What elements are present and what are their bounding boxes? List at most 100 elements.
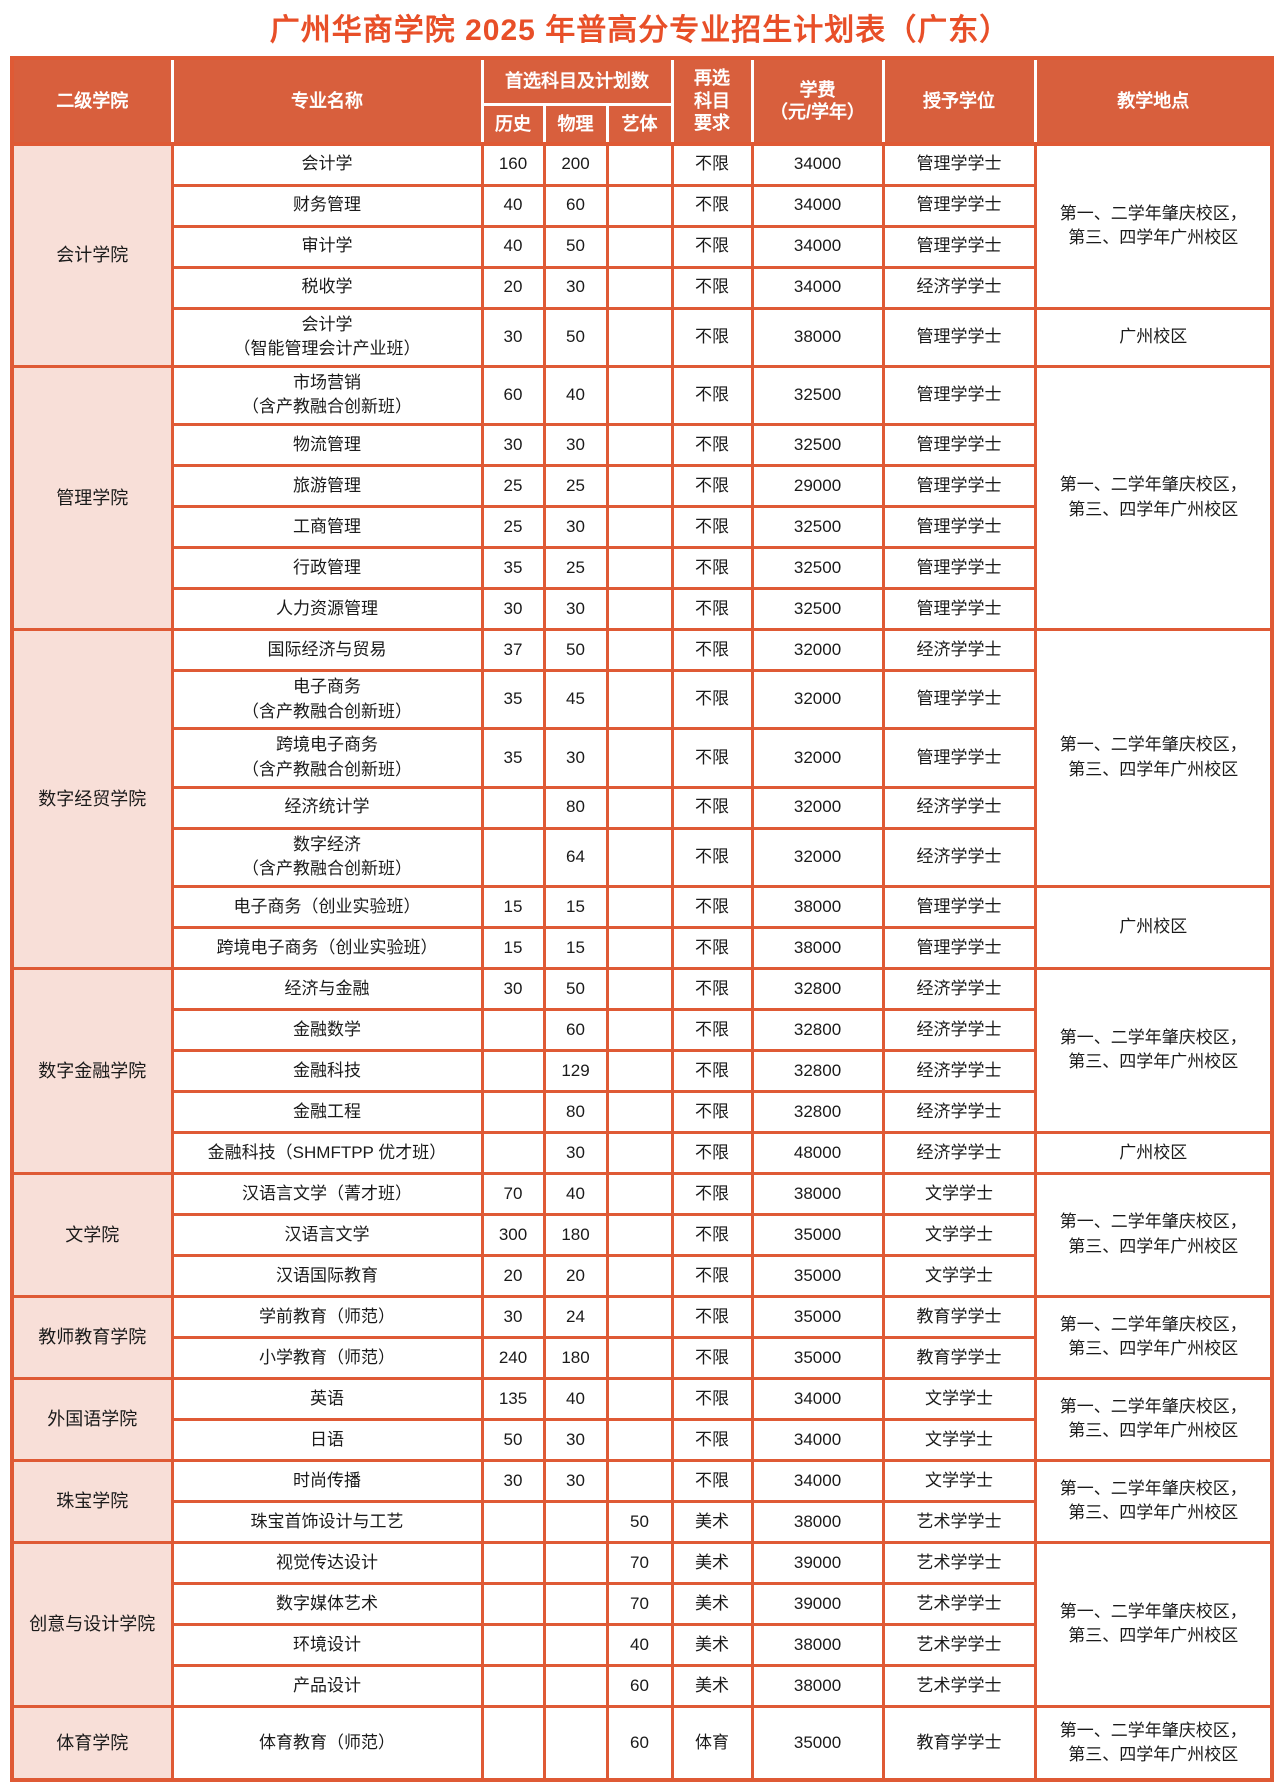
- teaching-location-cell: 第一、二学年肇庆校区， 第三、四学年广州校区: [1033, 1294, 1274, 1380]
- tuition-cell: 32500: [750, 505, 885, 550]
- physics-count-cell: 180: [542, 1212, 609, 1257]
- major-name-cell: 会计学: [170, 142, 484, 187]
- degree-cell: 文学学士: [881, 1376, 1037, 1421]
- arts-count-cell: [605, 1130, 674, 1175]
- major-name-cell: 学前教育（师范）: [170, 1294, 484, 1339]
- major-name-cell: 日语: [170, 1417, 484, 1462]
- table-row: 日语 50 30 不限 34000 文学学士: [12, 1417, 1272, 1462]
- tuition-cell: 32000: [750, 669, 885, 731]
- degree-cell: 管理学学士: [881, 587, 1037, 632]
- tuition-cell: 34000: [750, 224, 885, 269]
- reselect-requirement-cell: 体育: [670, 1704, 754, 1782]
- arts-count-cell: [605, 669, 674, 731]
- arts-count-cell: [605, 966, 674, 1011]
- header-tuition: 学费 （元/学年）: [750, 56, 885, 146]
- arts-count-cell: 70: [605, 1581, 674, 1626]
- reselect-requirement-cell: 不限: [670, 464, 754, 509]
- table-row: 金融科技 129 不限 32800 经济学学士: [12, 1048, 1272, 1093]
- degree-cell: 文学学士: [881, 1171, 1037, 1216]
- degree-cell: 文学学士: [881, 1458, 1037, 1503]
- arts-count-cell: 60: [605, 1663, 674, 1708]
- degree-cell: 管理学学士: [881, 546, 1037, 591]
- physics-count-cell: 50: [542, 224, 609, 269]
- physics-count-cell: [542, 1499, 609, 1544]
- teaching-location-cell: 第一、二学年肇庆校区， 第三、四学年广州校区: [1033, 1376, 1274, 1462]
- major-name-cell: 金融科技: [170, 1048, 484, 1093]
- reselect-requirement-cell: 不限: [670, 1007, 754, 1052]
- reselect-requirement-cell: 美术: [670, 1581, 754, 1626]
- arts-count-cell: [605, 464, 674, 509]
- major-name-cell: 数字媒体艺术: [170, 1581, 484, 1626]
- physics-count-cell: 30: [542, 1458, 609, 1503]
- header-physics: 物理: [542, 102, 609, 146]
- history-count-cell: 300: [480, 1212, 546, 1257]
- major-name-cell: 金融工程: [170, 1089, 484, 1134]
- degree-cell: 教育学学士: [881, 1704, 1037, 1782]
- degree-cell: 教育学学士: [881, 1335, 1037, 1380]
- table-row: 数字经济 （含产教融合创新班） 64 不限 32000 经济学学士: [12, 826, 1272, 888]
- table-row: 教师教育学院 学前教育（师范） 30 24 不限 35000 教育学学士 第一、二学年肇庆校区…: [10, 1294, 1274, 1380]
- physics-count-cell: 25: [542, 464, 609, 509]
- table-row: 外国语学院 英语 135 40 不限 34000 文学学士 第一、二学年肇庆校区， 第三、四学…: [10, 1376, 1274, 1462]
- history-count-cell: [480, 1007, 546, 1052]
- physics-count-cell: [542, 1581, 609, 1626]
- history-count-cell: 37: [480, 628, 546, 673]
- arts-count-cell: [605, 1376, 674, 1421]
- table-row: 会计学 （智能管理会计产业班） 30 50 不限 38000 管理学学士 广州校区: [12, 306, 1274, 368]
- history-count-cell: [480, 1663, 546, 1708]
- major-name-cell: 跨境电子商务 （含产教融合创新班）: [170, 727, 484, 789]
- major-name-cell: 会计学 （智能管理会计产业班）: [170, 306, 484, 368]
- tuition-cell: 32000: [750, 727, 885, 789]
- major-name-cell: 珠宝首饰设计与工艺: [170, 1499, 484, 1544]
- degree-cell: 经济学学士: [881, 1089, 1037, 1134]
- history-count-cell: 20: [480, 265, 546, 310]
- tuition-cell: 32800: [750, 1007, 885, 1052]
- tuition-cell: 38000: [750, 1171, 885, 1216]
- history-count-cell: 160: [480, 142, 546, 187]
- header-subjects-group: 首选科目及计划数: [480, 56, 674, 106]
- physics-count-cell: 15: [542, 925, 609, 970]
- history-count-cell: 30: [480, 1458, 546, 1503]
- history-count-cell: 35: [480, 546, 546, 591]
- arts-count-cell: [605, 785, 674, 830]
- degree-cell: 经济学学士: [881, 265, 1037, 310]
- table-row: 审计学 40 50 不限 34000 管理学学士: [12, 224, 1272, 269]
- tuition-cell: 39000: [750, 1581, 885, 1626]
- reselect-requirement-cell: 不限: [670, 587, 754, 632]
- tuition-cell: 34000: [750, 1458, 885, 1503]
- tuition-cell: 32800: [750, 1089, 885, 1134]
- table-row: 经济统计学 80 不限 32000 经济学学士: [12, 785, 1272, 830]
- reselect-requirement-cell: 不限: [670, 1294, 754, 1339]
- physics-count-cell: 80: [542, 785, 609, 830]
- physics-count-cell: [542, 1540, 609, 1585]
- college-name-cell: 珠宝学院: [10, 1458, 174, 1544]
- major-name-cell: 跨境电子商务（创业实验班）: [170, 925, 484, 970]
- tuition-cell: 38000: [750, 884, 885, 929]
- tuition-cell: 32800: [750, 1048, 885, 1093]
- table-row: 产品设计 60 美术 38000 艺术学学士: [12, 1663, 1272, 1708]
- history-count-cell: 15: [480, 925, 546, 970]
- tuition-cell: 32800: [750, 966, 885, 1011]
- major-name-cell: 审计学: [170, 224, 484, 269]
- table-row: 文学院 汉语言文学（菁才班） 70 40 不限 38000 文学学士 第一、二学年肇庆校区， …: [10, 1171, 1274, 1298]
- arts-count-cell: [605, 727, 674, 789]
- tuition-cell: 32000: [750, 826, 885, 888]
- reselect-requirement-cell: 不限: [670, 1130, 754, 1175]
- major-name-cell: 税收学: [170, 265, 484, 310]
- major-name-cell: 经济与金融: [170, 966, 484, 1011]
- tuition-cell: 48000: [750, 1130, 885, 1175]
- header-major: 专业名称: [170, 56, 484, 146]
- college-name-cell: 创意与设计学院: [10, 1540, 174, 1708]
- reselect-requirement-cell: 美术: [670, 1540, 754, 1585]
- physics-count-cell: 60: [542, 183, 609, 228]
- major-name-cell: 金融数学: [170, 1007, 484, 1052]
- reselect-requirement-cell: 不限: [670, 1458, 754, 1503]
- reselect-requirement-cell: 不限: [670, 1048, 754, 1093]
- degree-cell: 经济学学士: [881, 1130, 1037, 1175]
- physics-count-cell: 40: [542, 364, 609, 427]
- reselect-requirement-cell: 不限: [670, 505, 754, 550]
- reselect-requirement-cell: 不限: [670, 1089, 754, 1134]
- table-row: 税收学 20 30 不限 34000 经济学学士: [12, 265, 1272, 310]
- physics-count-cell: [542, 1704, 609, 1782]
- history-count-cell: 15: [480, 884, 546, 929]
